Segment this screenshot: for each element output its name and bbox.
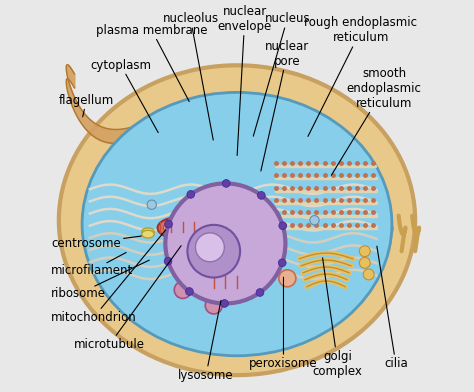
Circle shape xyxy=(222,180,230,187)
Text: golgi
complex: golgi complex xyxy=(313,258,363,377)
Text: peroxisome: peroxisome xyxy=(249,277,318,370)
Text: rough endoplasmic
reticulum: rough endoplasmic reticulum xyxy=(304,16,418,136)
Text: nuclear
envelope: nuclear envelope xyxy=(218,5,272,156)
Ellipse shape xyxy=(207,274,244,291)
Circle shape xyxy=(257,192,265,199)
Circle shape xyxy=(279,222,287,230)
Text: cytoplasm: cytoplasm xyxy=(91,59,158,132)
Text: microfilament: microfilament xyxy=(51,252,133,277)
Ellipse shape xyxy=(82,93,392,356)
Ellipse shape xyxy=(205,297,222,314)
Circle shape xyxy=(278,259,286,267)
Circle shape xyxy=(359,258,370,268)
Circle shape xyxy=(187,191,195,198)
Ellipse shape xyxy=(164,221,194,235)
Circle shape xyxy=(359,246,370,257)
Text: centrosome: centrosome xyxy=(51,236,141,250)
Ellipse shape xyxy=(165,183,285,303)
Ellipse shape xyxy=(157,217,200,239)
Circle shape xyxy=(221,299,228,307)
Circle shape xyxy=(363,269,374,280)
Circle shape xyxy=(164,220,173,228)
Circle shape xyxy=(185,288,193,296)
Text: microtubule: microtubule xyxy=(74,246,181,350)
Text: smooth
endoplasmic
reticulum: smooth endoplasmic reticulum xyxy=(331,67,421,175)
Text: nuclear
pore: nuclear pore xyxy=(261,40,310,171)
Ellipse shape xyxy=(174,281,191,298)
Text: flagellum: flagellum xyxy=(59,94,114,117)
Ellipse shape xyxy=(142,230,154,238)
Ellipse shape xyxy=(142,228,154,236)
Ellipse shape xyxy=(195,233,224,262)
Circle shape xyxy=(147,200,156,209)
Circle shape xyxy=(310,216,319,225)
Text: lysosome: lysosome xyxy=(178,300,234,382)
Text: ribosome: ribosome xyxy=(51,260,149,300)
Ellipse shape xyxy=(187,225,240,278)
Text: nucleus: nucleus xyxy=(253,12,310,136)
Text: cilia: cilia xyxy=(377,246,408,370)
Ellipse shape xyxy=(279,270,296,287)
Circle shape xyxy=(271,212,281,221)
Circle shape xyxy=(201,192,210,201)
Circle shape xyxy=(256,289,264,296)
Ellipse shape xyxy=(59,65,415,375)
Text: plasma membrane: plasma membrane xyxy=(96,24,208,102)
Text: mitochondrion: mitochondrion xyxy=(51,230,165,323)
Text: nucleolus: nucleolus xyxy=(163,12,219,140)
Circle shape xyxy=(164,257,172,265)
